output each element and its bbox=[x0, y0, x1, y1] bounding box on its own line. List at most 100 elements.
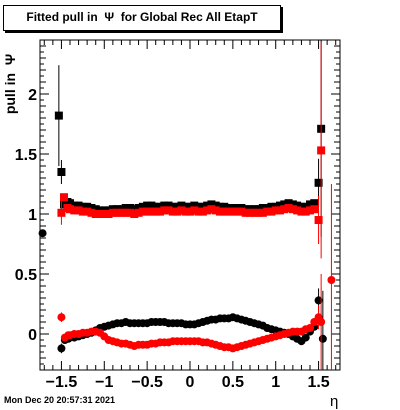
data-point bbox=[70, 201, 79, 210]
data-point bbox=[96, 210, 104, 218]
data-point bbox=[126, 208, 134, 217]
data-point bbox=[224, 207, 233, 216]
data-point bbox=[87, 204, 96, 212]
data-point bbox=[121, 204, 130, 212]
data-point bbox=[284, 204, 293, 212]
data-point bbox=[147, 207, 156, 216]
data-point bbox=[211, 201, 220, 210]
data-point bbox=[250, 208, 259, 217]
y-tick-label: 0.5 bbox=[15, 267, 37, 284]
data-point bbox=[126, 204, 134, 212]
data-point bbox=[117, 208, 126, 217]
data-point bbox=[288, 205, 297, 214]
chart-marks bbox=[38, 40, 336, 370]
data-point bbox=[254, 208, 263, 217]
x-tick-label: 0.5 bbox=[222, 374, 244, 391]
data-point bbox=[297, 207, 306, 216]
data-point bbox=[134, 208, 143, 217]
data-point bbox=[317, 318, 326, 326]
data-point bbox=[164, 206, 173, 215]
data-point bbox=[78, 207, 87, 216]
data-point bbox=[160, 201, 169, 210]
data-point bbox=[267, 202, 276, 211]
data-point bbox=[276, 201, 284, 210]
data-point bbox=[87, 208, 96, 217]
data-series bbox=[38, 229, 327, 370]
data-point bbox=[121, 208, 130, 217]
data-point bbox=[173, 207, 182, 216]
data-series bbox=[57, 42, 326, 259]
data-point bbox=[198, 207, 207, 216]
data-point bbox=[317, 146, 326, 155]
data-point bbox=[211, 206, 220, 215]
data-point bbox=[288, 200, 297, 209]
datestamp: Mon Dec 20 20:57:31 2021 bbox=[4, 395, 116, 405]
data-point bbox=[74, 206, 83, 215]
data-point bbox=[233, 207, 242, 216]
y-tick-label: 2 bbox=[28, 87, 37, 104]
data-point bbox=[91, 205, 100, 214]
data-point bbox=[203, 201, 212, 210]
data-point bbox=[134, 204, 143, 212]
data-point bbox=[177, 201, 186, 210]
data-point bbox=[297, 202, 306, 211]
data-point bbox=[318, 334, 327, 343]
data-point bbox=[194, 202, 203, 211]
data-point bbox=[314, 178, 323, 187]
data-point bbox=[280, 200, 289, 209]
data-point bbox=[60, 193, 68, 202]
x-tick-label: 0 bbox=[186, 374, 195, 391]
x-tick-label: −0.5 bbox=[131, 374, 163, 391]
data-point bbox=[258, 204, 267, 212]
data-point bbox=[181, 207, 190, 216]
data-point bbox=[301, 207, 310, 216]
data-point bbox=[267, 207, 276, 216]
x-tick-label: −1.5 bbox=[46, 374, 78, 391]
data-point bbox=[156, 202, 164, 211]
data-point bbox=[301, 333, 310, 342]
data-point bbox=[190, 201, 199, 210]
x-tick-label: 1.5 bbox=[307, 374, 329, 391]
data-point bbox=[306, 206, 314, 215]
data-point bbox=[293, 201, 302, 210]
data-point bbox=[198, 202, 207, 211]
data-point bbox=[164, 201, 173, 210]
chart-title-box: Fitted pull in Ψ for Global Rec All Etap… bbox=[3, 5, 281, 31]
data-point bbox=[100, 210, 109, 218]
data-point bbox=[74, 201, 83, 210]
data-point bbox=[203, 206, 212, 215]
data-point bbox=[241, 208, 250, 217]
data-point bbox=[130, 210, 139, 218]
data-point bbox=[160, 206, 169, 215]
data-point bbox=[314, 216, 323, 224]
data-point bbox=[293, 206, 302, 215]
data-point bbox=[310, 199, 319, 208]
x-tick-label: 1 bbox=[271, 374, 280, 391]
data-point bbox=[301, 202, 310, 211]
data-point bbox=[147, 201, 156, 210]
data-point bbox=[314, 296, 323, 305]
data-point bbox=[57, 168, 66, 176]
data-point bbox=[280, 205, 289, 214]
data-point bbox=[310, 205, 319, 214]
data-series bbox=[57, 184, 336, 370]
data-point bbox=[173, 202, 182, 211]
data-point bbox=[327, 276, 336, 284]
data-point bbox=[181, 202, 190, 211]
data-point bbox=[91, 210, 100, 218]
data-point bbox=[190, 206, 199, 215]
data-point bbox=[156, 207, 164, 216]
data-point bbox=[151, 202, 160, 211]
data-point bbox=[186, 202, 194, 211]
data-point bbox=[220, 207, 229, 216]
data-point bbox=[168, 207, 177, 216]
data-point bbox=[57, 208, 66, 217]
data-point bbox=[207, 200, 216, 209]
chart-axes: −1.5 −1 −0.5 0 0.5 1 1.5 0 0.5 1 1.5 2 bbox=[15, 39, 341, 391]
data-point bbox=[54, 111, 63, 120]
data-point bbox=[83, 207, 92, 216]
data-point bbox=[57, 344, 66, 353]
data-point bbox=[207, 205, 216, 214]
chart-title: Fitted pull in Ψ for Global Rec All Etap… bbox=[26, 10, 258, 24]
